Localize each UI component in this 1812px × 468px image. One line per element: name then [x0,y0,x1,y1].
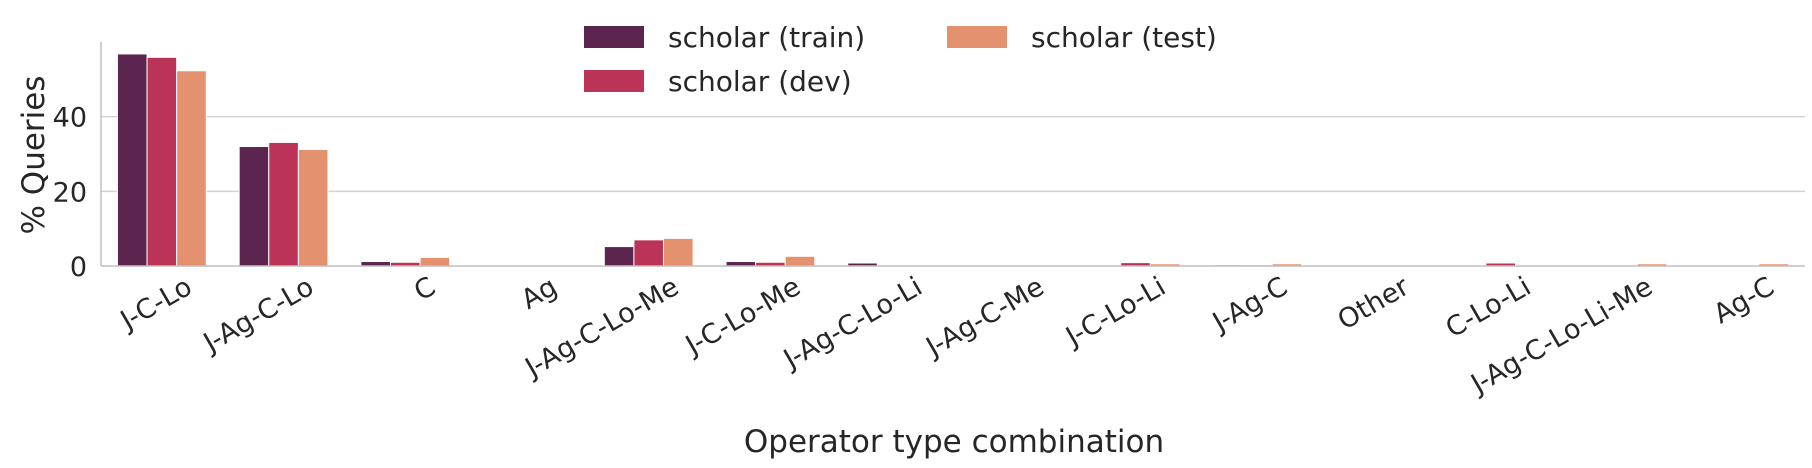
y-tick-labels: 0 20 40 [53,103,87,283]
x-tick-label: J-Ag-C-Lo [197,271,319,359]
bar-j-c-lo-1 [116,53,148,267]
x-tick-label: J-C-Lo-Li [1059,271,1171,353]
x-tick-label: C [409,271,441,307]
bar-j-c-lo-3 [176,70,207,267]
legend-label: scholar (train) [668,21,865,54]
bar-j-ag-c-lo-me-2 [633,239,665,267]
legend: scholar (train) scholar (dev) scholar (tes… [584,21,1217,98]
legend-swatch [947,26,1007,48]
x-tick-label: Ag [516,271,562,316]
x-tick-label: Ag-C [1709,271,1780,330]
bar-j-ag-c-lo-3 [297,149,329,267]
x-tick-label: J-Ag-C-Me [920,271,1050,364]
bar-j-c-lo-2 [146,56,178,267]
bar-j-ag-c-lo-2 [268,141,299,267]
y-tick-label: 20 [53,177,87,208]
bar-j-ag-c-lo-me-3 [663,237,694,267]
y-axis-title: % Queries [16,75,52,234]
bar-j-ag-c-lo-me-1 [603,246,635,267]
x-tick-labels: J-C-Lo J-Ag-C-Lo C AgJ-Ag-C-Lo-MeJ-C-Lo-MeJ… [114,271,1780,401]
bar-j-c-lo-me-3 [784,255,816,267]
legend-swatch [584,70,644,92]
x-tick-label: Other [1333,271,1416,337]
x-tick-label: J-Ag-C [1206,271,1293,339]
gridlines [101,115,1805,193]
axes [100,42,1805,267]
x-tick-label: C-Lo-Li [1441,271,1537,344]
legend-label: scholar (dev) [668,65,852,98]
legend-swatch [584,26,644,48]
bars [116,53,1790,267]
bar-c-3 [419,256,451,267]
y-tick-label: 0 [70,252,87,283]
x-tick-label: J-Ag-C-Lo-Li [777,271,928,376]
bar-j-ag-c-lo-1 [238,146,270,267]
x-tick-label: J-C-Lo [114,271,197,337]
y-tick-label: 40 [53,103,87,134]
x-axis-title: Operator type combination [744,424,1164,460]
legend-label: scholar (test) [1031,21,1217,54]
